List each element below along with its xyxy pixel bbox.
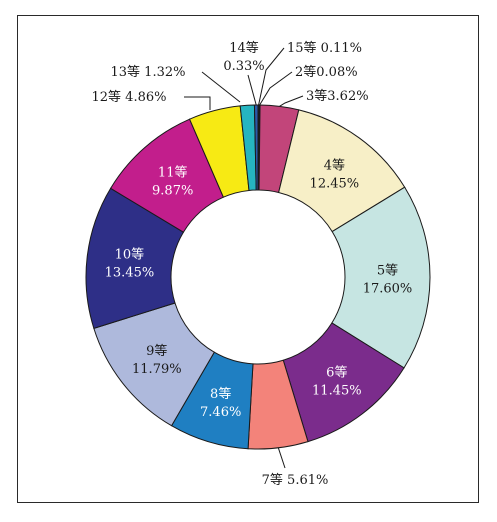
slice-label-4-value: 12.45% bbox=[310, 176, 360, 191]
slice-label-12: 12等 4.86% bbox=[92, 89, 167, 105]
slice-label-9-name: 9等 bbox=[146, 343, 167, 359]
slice-label-2: 2等0.08% bbox=[295, 64, 358, 80]
slice-5 bbox=[331, 186, 431, 369]
leader-2 bbox=[259, 71, 293, 106]
slice-label-4-name: 4等 bbox=[324, 157, 345, 173]
slice-label-6-value: 11.45% bbox=[312, 384, 362, 399]
slice-label-6-name: 6等 bbox=[326, 365, 347, 381]
slice-label-8-name: 8等 bbox=[210, 386, 231, 402]
slice-label-14-name: 14等 bbox=[229, 40, 259, 56]
leader-15 bbox=[258, 47, 285, 106]
leader-14 bbox=[247, 74, 257, 106]
slice-label-14-value: 0.33% bbox=[223, 59, 264, 74]
slice-label-15: 15等 0.11% bbox=[287, 40, 362, 56]
slice-label-7: 7等 5.61% bbox=[262, 472, 329, 488]
slice-label-10-value: 13.45% bbox=[105, 266, 155, 281]
slice-label-11-name: 11等 bbox=[158, 165, 188, 181]
slice-label-9-value: 11.79% bbox=[132, 362, 182, 377]
slice-label-8-value: 7.46% bbox=[200, 405, 241, 420]
slice-label-5-value: 17.60% bbox=[363, 281, 413, 296]
leader-13 bbox=[201, 71, 241, 103]
leader-7 bbox=[277, 447, 286, 469]
leader-12 bbox=[184, 96, 211, 110]
leader-3 bbox=[279, 95, 304, 107]
slice-label-13: 13等 1.32% bbox=[111, 64, 186, 80]
slice-14 bbox=[253, 104, 259, 191]
slice-label-10-name: 10等 bbox=[115, 247, 145, 263]
slice-label-3: 3等3.62% bbox=[306, 88, 369, 104]
slice-label-5-name: 5等 bbox=[377, 262, 398, 278]
slice-label-11-value: 9.87% bbox=[152, 184, 193, 199]
